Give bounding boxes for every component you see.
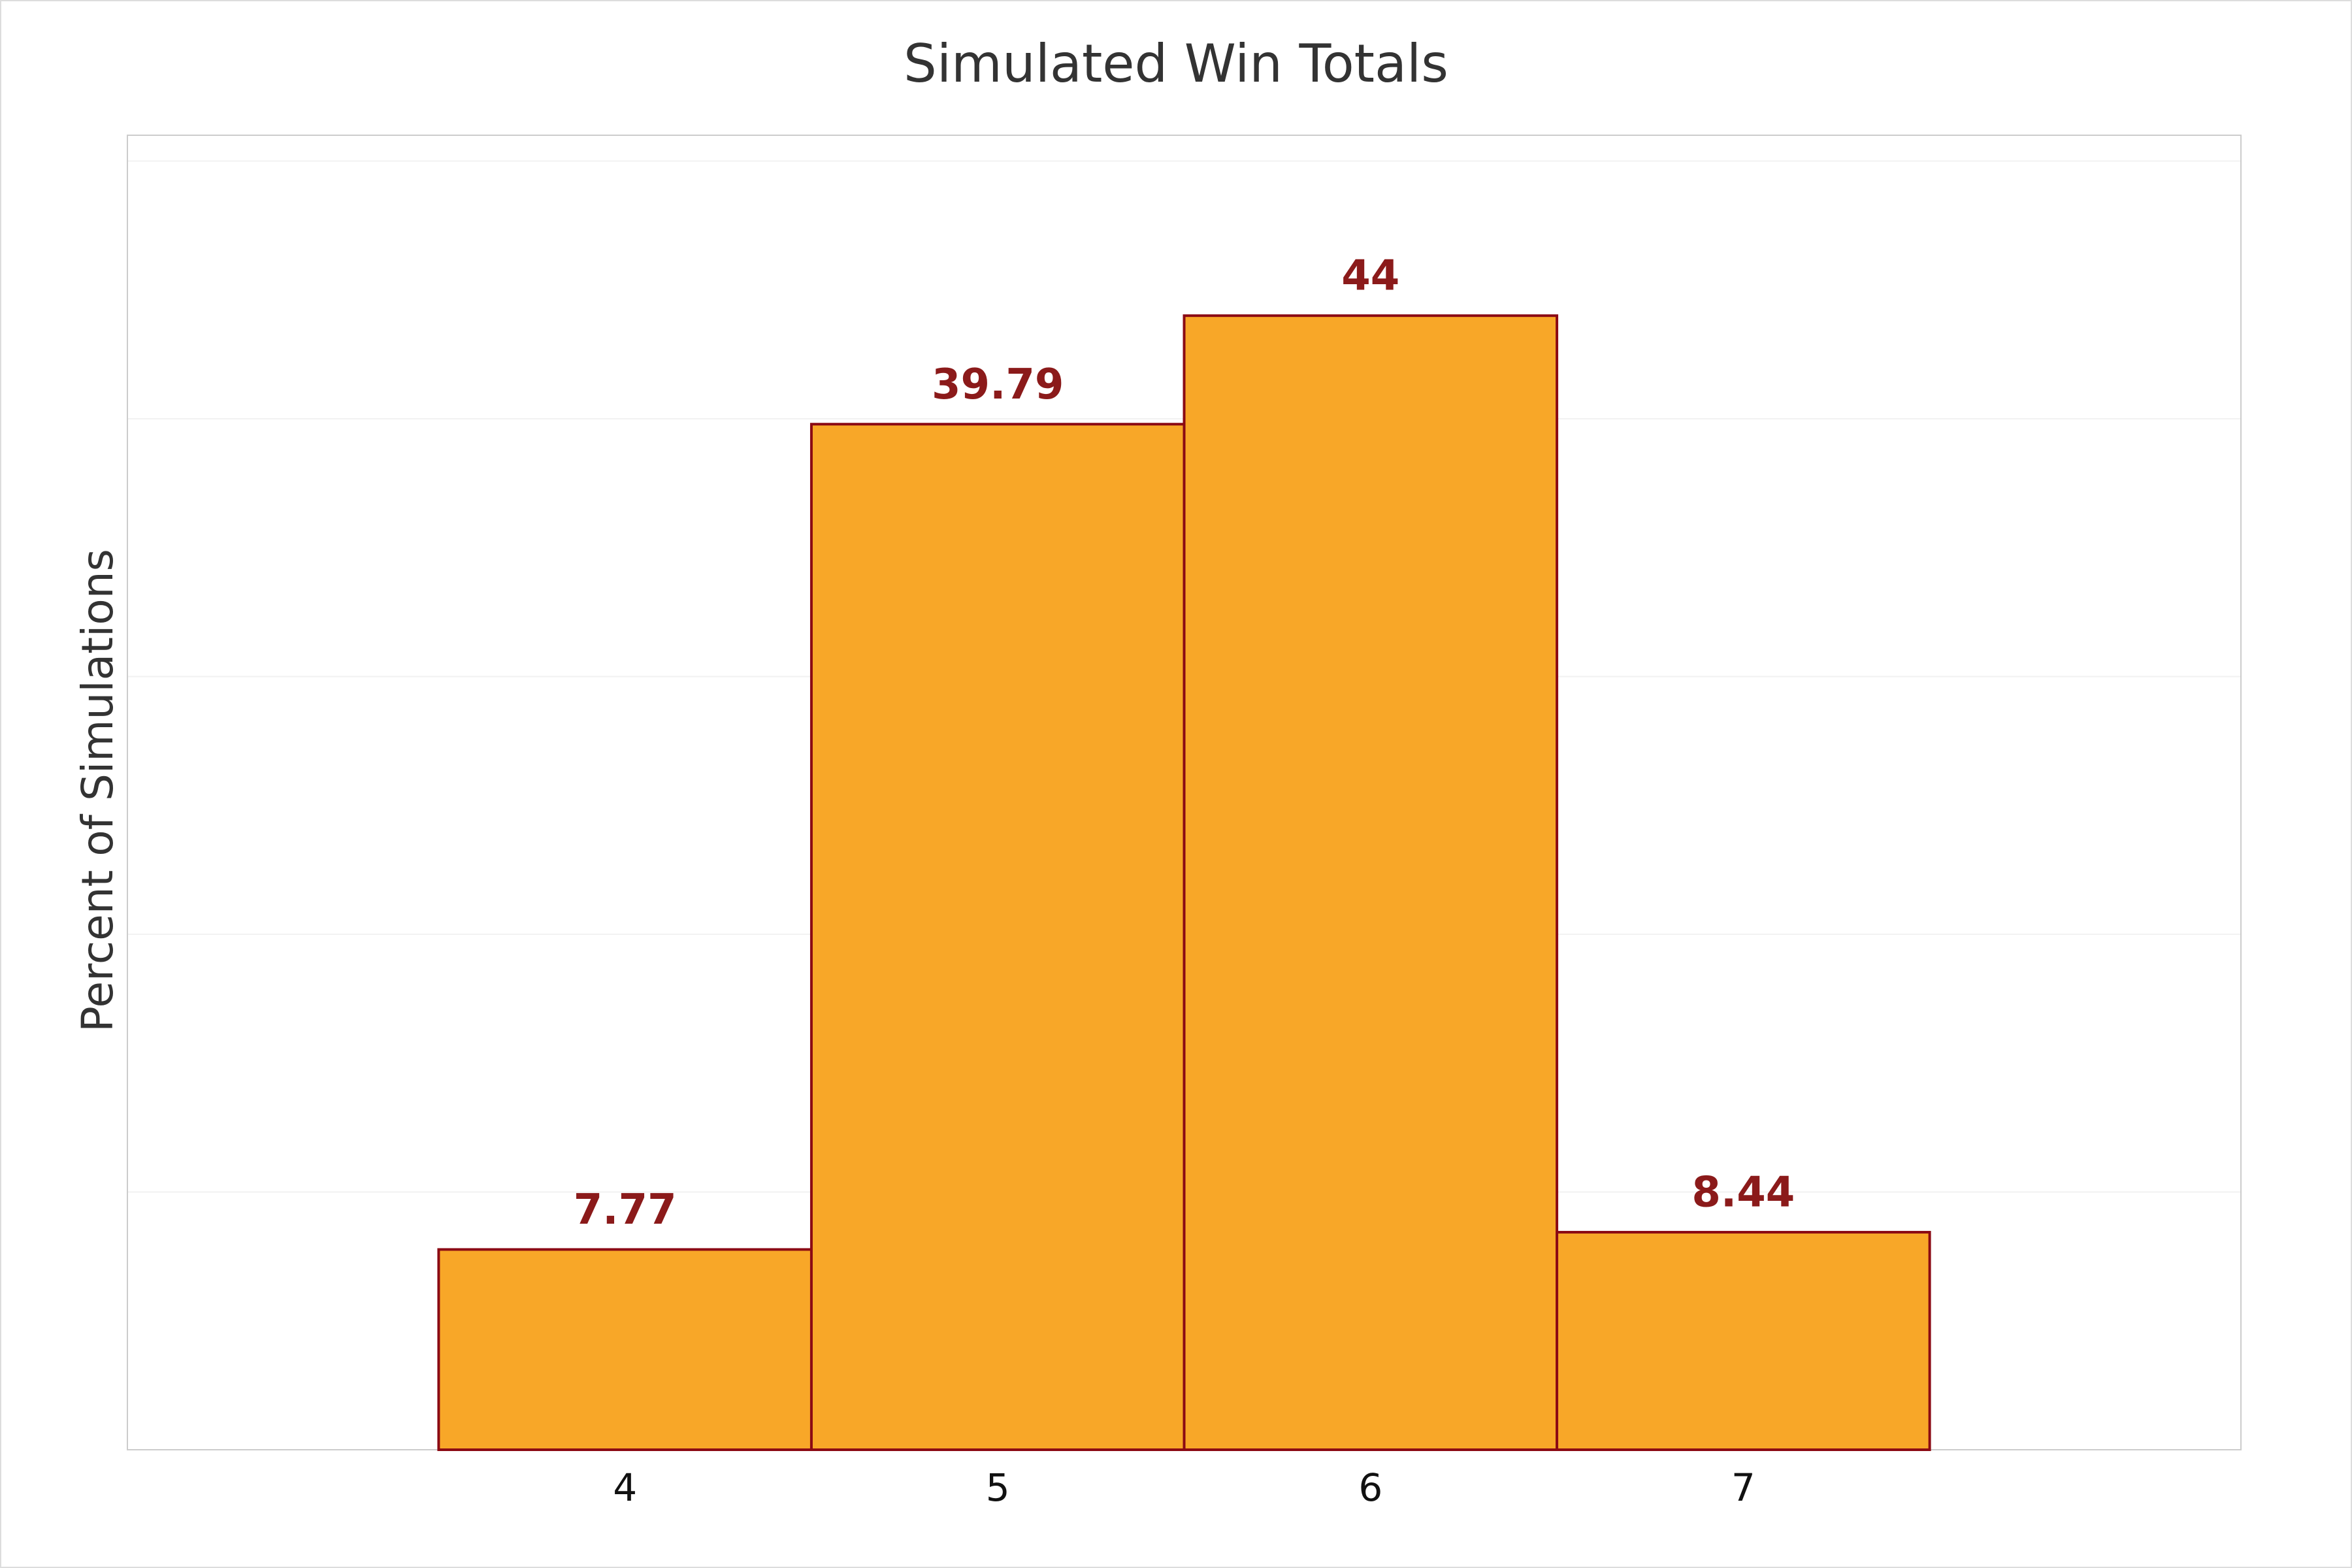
value-label: 44	[1341, 252, 1399, 301]
value-label: 39.79	[932, 361, 1064, 409]
x-tick-label: 4	[613, 1465, 637, 1510]
chart-title: Simulated Win Totals	[904, 33, 1448, 94]
bar	[1183, 314, 1559, 1451]
value-label: 8.44	[1691, 1169, 1795, 1217]
y-axis-label: Percent of Simulations	[73, 549, 123, 1032]
x-tick-label: 7	[1731, 1465, 1756, 1510]
value-label: 7.77	[574, 1186, 677, 1234]
x-tick-label: 6	[1358, 1465, 1382, 1510]
x-tick-label: 5	[986, 1465, 1010, 1510]
bar	[1556, 1231, 1931, 1451]
bar	[809, 423, 1186, 1451]
bar	[437, 1248, 813, 1452]
